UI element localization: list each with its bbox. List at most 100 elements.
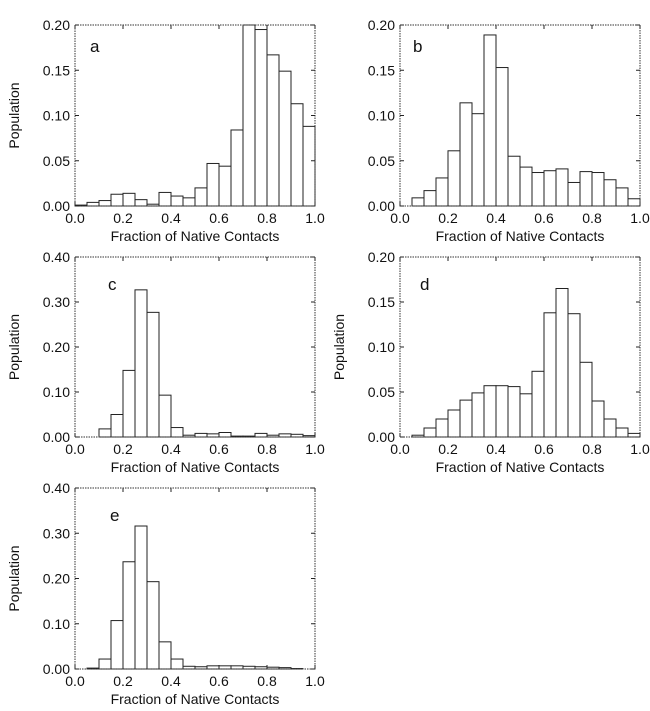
x-tick-label: 0.4 [486, 441, 506, 457]
panel-b: 0.0 0.2 0.4 0.6 0.8 1.0 0.00 0.05 0.10 0.15 0.20 Fr… [368, 17, 650, 244]
histogram-bar [519, 393, 533, 438]
x-tick-label: 0.8 [582, 441, 602, 457]
histogram-bar [218, 165, 232, 207]
histogram-bar [242, 24, 256, 207]
y-tick-label: 0.10 [43, 108, 70, 124]
x-axis-title: Fraction of Native Contacts [436, 228, 605, 244]
histogram-bar [627, 432, 641, 438]
y-tick-label: 0.30 [43, 525, 70, 541]
x-axis-title: Fraction of Native Contacts [111, 691, 280, 707]
histogram-bar [146, 581, 160, 670]
histogram-bar [134, 525, 148, 670]
histogram-bar [603, 179, 617, 207]
panel-letter: e [110, 506, 119, 525]
histogram-bar [206, 162, 220, 207]
histogram-bar [483, 385, 497, 438]
histogram-bar [194, 432, 208, 438]
y-tick-label: 0.15 [368, 62, 395, 78]
histogram-bar [218, 432, 232, 438]
histogram-bar [579, 361, 593, 438]
panel-e: 0.0 0.2 0.4 0.6 0.8 1.0 0.00 0.10 0.20 0.30 0.40 Fr… [6, 480, 325, 707]
y-tick-label: 0.15 [368, 294, 395, 310]
histogram-bar [435, 177, 449, 207]
y-tick-label: 0.10 [43, 616, 70, 632]
y-tick-label: 0.05 [368, 384, 395, 400]
x-tick-label: 0.6 [209, 210, 229, 226]
x-tick-label: 0.8 [257, 210, 277, 226]
x-tick-label: 0.0 [390, 210, 410, 226]
histogram-bar [158, 191, 172, 207]
y-tick-label: 0.00 [43, 198, 70, 214]
histogram-bar [278, 70, 292, 207]
x-tick-label: 0.0 [390, 441, 410, 457]
histogram-bar [615, 187, 629, 207]
histogram-bar [555, 288, 569, 438]
histogram-bar [98, 200, 112, 207]
y-tick-label: 0.40 [43, 480, 70, 496]
x-tick-label: 0.6 [534, 441, 554, 457]
x-tick-label: 1.0 [305, 441, 325, 457]
y-tick-label: 0.00 [43, 661, 70, 677]
histogram-bar [459, 102, 473, 207]
histogram-bar [495, 385, 509, 438]
x-tick-label: 0.8 [582, 210, 602, 226]
histogram-bar [423, 190, 437, 207]
histogram-bar [543, 170, 557, 207]
y-tick-label: 0.00 [368, 429, 395, 445]
histogram-bar [98, 658, 112, 670]
histogram-bar [447, 150, 461, 207]
x-axis-title: Fraction of Native Contacts [436, 459, 605, 475]
y-tick-label: 0.15 [43, 62, 70, 78]
panel-c: 0.0 0.2 0.4 0.6 0.8 1.0 0.00 0.10 0.20 0.30 0.40 Fr… [6, 249, 325, 475]
panel-letter: c [108, 275, 117, 294]
x-tick-label: 1.0 [630, 441, 650, 457]
histogram-bar [134, 199, 148, 207]
histogram-bar [519, 166, 533, 207]
y-tick-label: 0.05 [368, 153, 395, 169]
x-tick-label: 0.0 [65, 210, 85, 226]
histogram-bar [86, 201, 100, 207]
x-tick-label: 0.2 [113, 210, 133, 226]
x-tick-label: 0.4 [161, 673, 181, 689]
x-tick-label: 0.4 [161, 210, 181, 226]
histogram-bar [483, 34, 497, 207]
x-tick-label: 0.8 [257, 673, 277, 689]
x-axis-title: Fraction of Native Contacts [111, 459, 280, 475]
histogram-bar [567, 181, 581, 207]
histogram-bar [134, 289, 148, 438]
histogram-bar [170, 427, 184, 438]
histogram-bar [302, 125, 316, 207]
histogram-bar [567, 313, 581, 438]
y-tick-label: 0.30 [43, 294, 70, 310]
histogram-bar [158, 641, 172, 670]
y-tick-label: 0.20 [43, 339, 70, 355]
y-tick-label: 0.05 [43, 153, 70, 169]
histogram-bar [122, 192, 136, 207]
x-axis-title: Fraction of Native Contacts [111, 228, 280, 244]
y-tick-label: 0.10 [368, 108, 395, 124]
y-tick-label: 0.00 [368, 198, 395, 214]
x-tick-label: 0.6 [534, 210, 554, 226]
histogram-bar [194, 187, 208, 207]
histogram-bar [254, 29, 268, 207]
histogram-bar [170, 658, 184, 670]
histogram-bar [411, 197, 425, 207]
histogram-bar [435, 418, 449, 438]
histogram-bar [471, 113, 485, 207]
x-tick-label: 0.0 [65, 441, 85, 457]
x-tick-label: 0.6 [209, 441, 229, 457]
histogram-bar [98, 428, 112, 438]
y-axis-title: Population [6, 82, 22, 148]
histogram-bar [543, 312, 557, 438]
histogram-bar [122, 561, 136, 670]
y-tick-label: 0.20 [43, 571, 70, 587]
x-tick-label: 0.2 [113, 673, 133, 689]
panel-letter: b [413, 37, 422, 56]
histogram-bar [182, 197, 196, 207]
histogram-bar [447, 409, 461, 438]
histogram-bar [110, 620, 124, 670]
histogram-bar [591, 400, 605, 438]
x-tick-label: 0.2 [113, 441, 133, 457]
histogram-bar [146, 311, 160, 438]
